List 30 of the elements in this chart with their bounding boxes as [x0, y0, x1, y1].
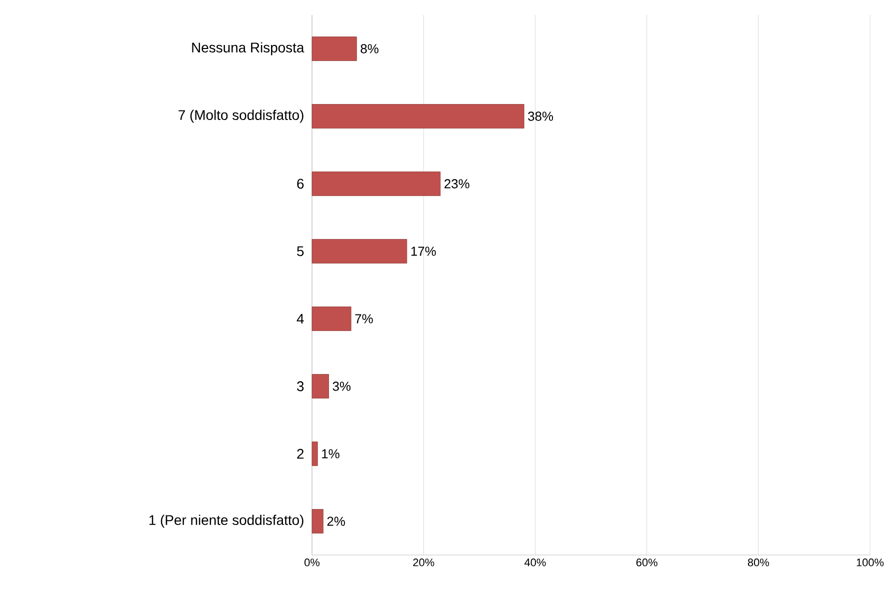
x-tick-label: 80% [748, 558, 769, 566]
bar [312, 374, 329, 398]
x-tick-label: 100% [856, 558, 884, 566]
data-label: 38% [528, 112, 554, 121]
y-tick-label: 2 [297, 448, 304, 459]
data-label: 2% [327, 516, 345, 526]
y-tick-label: 3 [297, 381, 304, 392]
data-label: 7% [355, 314, 373, 324]
bar [312, 104, 524, 128]
data-label: 3% [332, 382, 351, 391]
y-tick-label: 7 (Molto soddisfatto) [178, 110, 304, 123]
bar [312, 36, 357, 61]
bar [312, 509, 324, 534]
bar [312, 172, 441, 196]
data-label: 17% [411, 246, 436, 256]
data-label: 23% [444, 179, 470, 188]
x-tick-label: 0% [304, 558, 320, 566]
y-tick-label: 6 [297, 178, 304, 189]
data-label: 8% [360, 44, 378, 54]
bar [312, 239, 408, 264]
x-tick-label: 20% [413, 558, 434, 566]
y-tick-label: 5 [297, 246, 304, 256]
bar [312, 306, 352, 331]
y-tick-label: 1 (Per niente soddisfatto) [149, 514, 304, 528]
bar [312, 442, 318, 466]
y-tick-label: 4 [296, 314, 304, 324]
x-tick-label: 60% [636, 558, 658, 566]
x-tick-label: 40% [524, 558, 546, 566]
data-label: 1% [322, 449, 340, 458]
y-tick-label: Nessuna Risposta [192, 42, 304, 56]
